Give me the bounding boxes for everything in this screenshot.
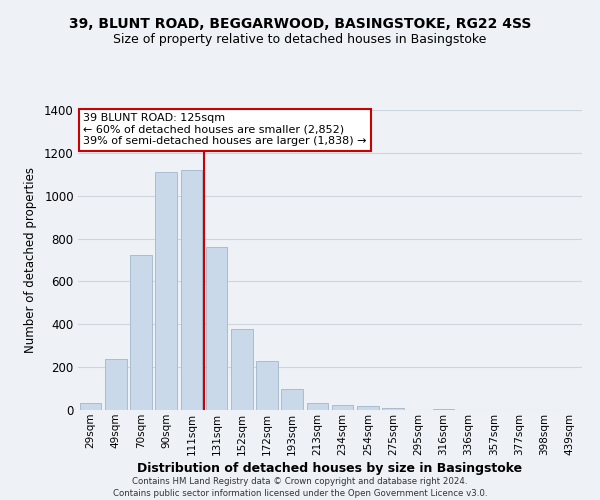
Text: Contains public sector information licensed under the Open Government Licence v3: Contains public sector information licen… — [113, 489, 487, 498]
Y-axis label: Number of detached properties: Number of detached properties — [24, 167, 37, 353]
Bar — [433, 409, 454, 410]
Bar — [357, 406, 379, 410]
Bar — [155, 172, 177, 410]
Bar — [307, 402, 328, 410]
Bar — [206, 247, 227, 410]
Bar — [181, 170, 202, 410]
Bar — [281, 388, 303, 410]
Text: Size of property relative to detached houses in Basingstoke: Size of property relative to detached ho… — [113, 32, 487, 46]
Text: 39, BLUNT ROAD, BEGGARWOOD, BASINGSTOKE, RG22 4SS: 39, BLUNT ROAD, BEGGARWOOD, BASINGSTOKE,… — [69, 18, 531, 32]
Bar — [231, 328, 253, 410]
Bar — [130, 254, 152, 410]
Bar — [80, 402, 101, 410]
Text: 39 BLUNT ROAD: 125sqm
← 60% of detached houses are smaller (2,852)
39% of semi-d: 39 BLUNT ROAD: 125sqm ← 60% of detached … — [83, 113, 367, 146]
Bar — [256, 360, 278, 410]
Bar — [382, 408, 404, 410]
Bar — [332, 404, 353, 410]
Bar — [105, 358, 127, 410]
X-axis label: Distribution of detached houses by size in Basingstoke: Distribution of detached houses by size … — [137, 462, 523, 475]
Text: Contains HM Land Registry data © Crown copyright and database right 2024.: Contains HM Land Registry data © Crown c… — [132, 478, 468, 486]
